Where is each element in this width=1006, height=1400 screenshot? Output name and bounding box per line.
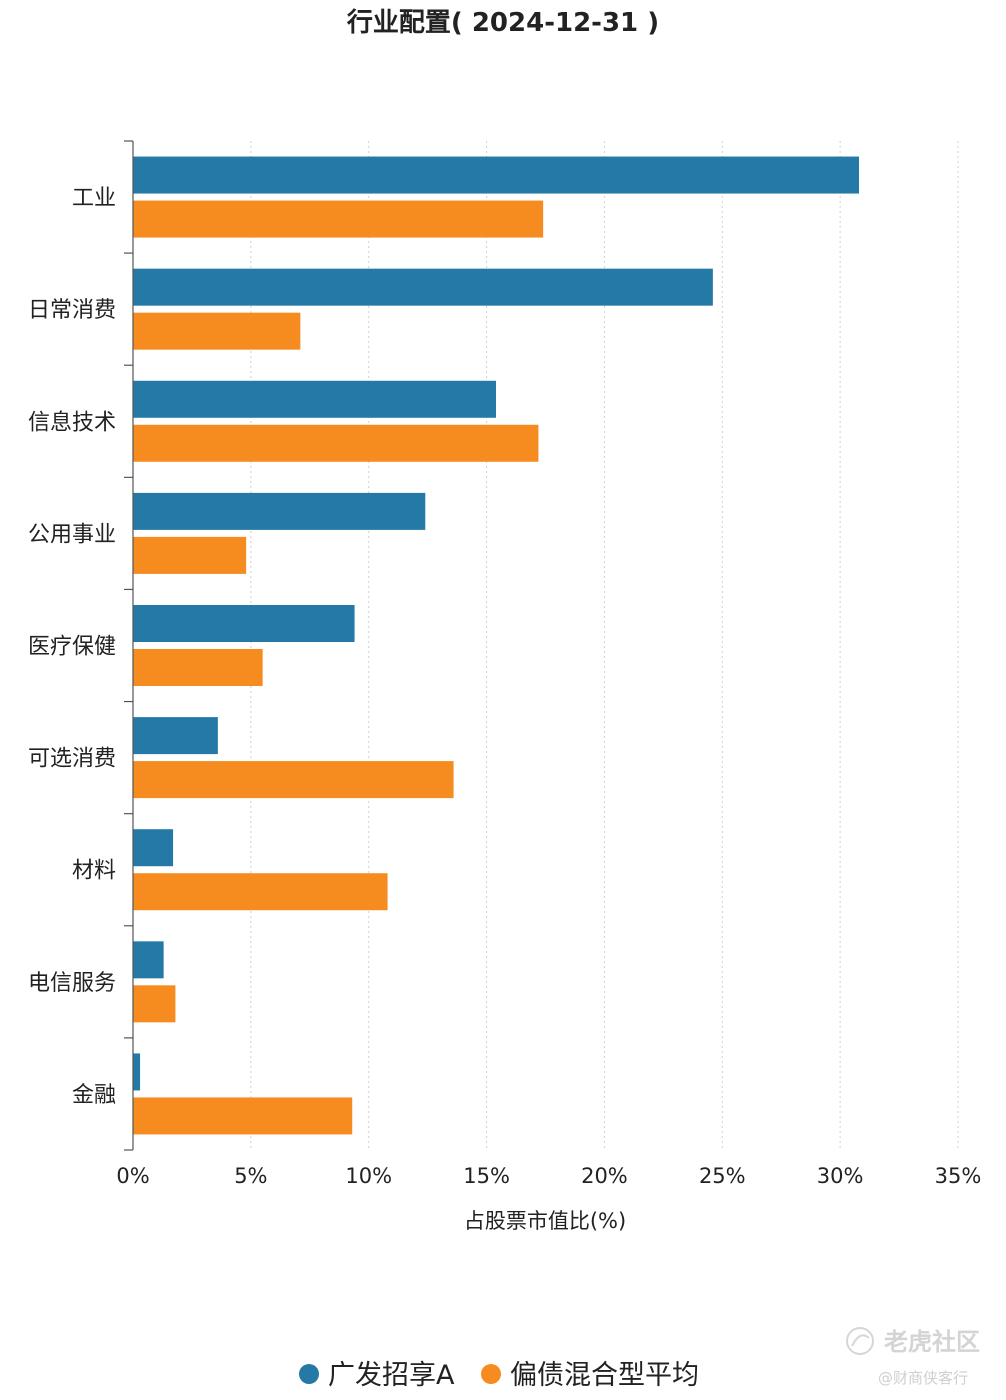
- watermark-sub: @财商侠客行: [878, 1369, 968, 1387]
- bar-average-7[interactable]: [133, 985, 176, 1023]
- legend-label-1[interactable]: 偏债混合型平均: [510, 1360, 699, 1391]
- x-tick-labels: 0% 5% 10% 15% 20% 25% 30% 35%: [116, 1164, 981, 1188]
- x-axis-title: 占股票市值比(%): [464, 1209, 626, 1233]
- x-tick-label: 20%: [581, 1164, 628, 1188]
- tiger-logo-icon: [846, 1327, 874, 1355]
- bar-fund-4[interactable]: [133, 605, 355, 642]
- category-label: 工业: [72, 186, 116, 211]
- bar-average-4[interactable]: [133, 649, 263, 686]
- bar-fund-2[interactable]: [133, 380, 496, 418]
- bar-average-0[interactable]: [133, 200, 544, 238]
- x-tick-label: 5%: [234, 1164, 267, 1188]
- x-tick-label: 10%: [345, 1164, 392, 1188]
- category-label: 材料: [72, 859, 116, 884]
- watermark-main: 老虎社区: [884, 1328, 980, 1356]
- category-label: 可选消费: [28, 747, 116, 772]
- category-label: 金融: [72, 1083, 116, 1108]
- bar-fund-1[interactable]: [133, 268, 713, 306]
- legend: 广发招享A 偏债混合型平均: [299, 1360, 699, 1391]
- tiger-logo-stroke: [851, 1334, 870, 1347]
- bar-fund-3[interactable]: [133, 492, 426, 530]
- watermark: 老虎社区 @财商侠客行: [846, 1327, 980, 1387]
- bars: [133, 156, 859, 1135]
- x-tick-label: 0%: [116, 1164, 149, 1188]
- category-label: 公用事业: [28, 522, 116, 547]
- bar-fund-5[interactable]: [133, 717, 218, 755]
- bar-fund-8[interactable]: [133, 1053, 141, 1091]
- bar-average-8[interactable]: [133, 1097, 353, 1135]
- x-tick-label: 15%: [463, 1164, 510, 1188]
- category-label: 信息技术: [28, 410, 116, 435]
- bar-fund-0[interactable]: [133, 156, 859, 194]
- legend-marker-0[interactable]: [299, 1364, 319, 1384]
- x-tick-label: 30%: [817, 1164, 864, 1188]
- x-tick-label: 35%: [935, 1164, 982, 1188]
- axes: [124, 140, 134, 1151]
- category-label: 日常消费: [28, 298, 116, 323]
- chart-title: 行业配置( 2024-12-31 ): [346, 7, 659, 38]
- x-tick-label: 25%: [699, 1164, 746, 1188]
- legend-label-0[interactable]: 广发招享A: [328, 1360, 455, 1391]
- bar-average-1[interactable]: [133, 312, 301, 350]
- category-label: 医疗保健: [28, 635, 116, 660]
- bar-fund-7[interactable]: [133, 941, 164, 979]
- bar-average-3[interactable]: [133, 536, 247, 574]
- bar-fund-6[interactable]: [133, 829, 174, 867]
- bar-average-6[interactable]: [133, 873, 388, 911]
- legend-marker-1[interactable]: [481, 1364, 501, 1384]
- category-label: 电信服务: [28, 971, 116, 996]
- gridlines: [250, 141, 959, 1150]
- bar-average-5[interactable]: [133, 761, 454, 799]
- bar-average-2[interactable]: [133, 424, 539, 462]
